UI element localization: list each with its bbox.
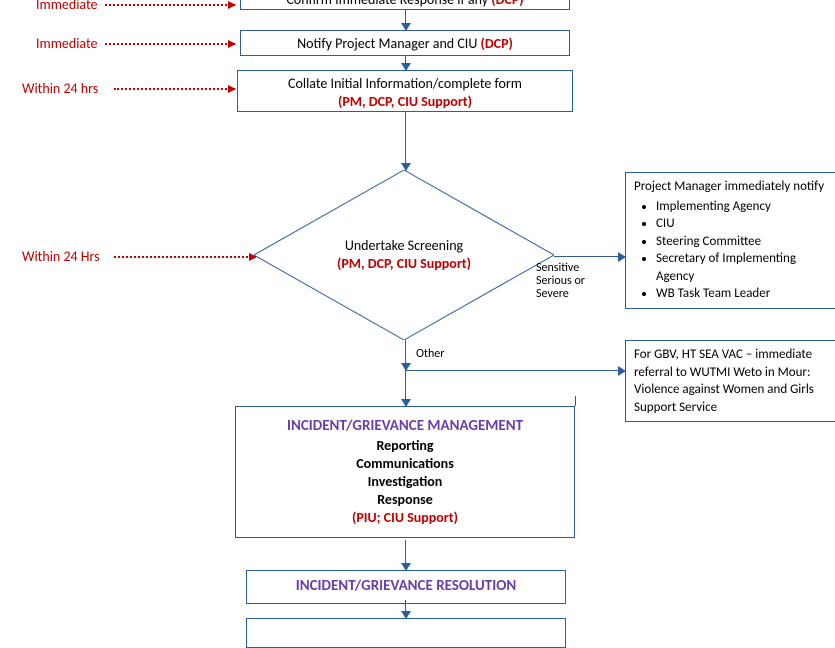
dotted-connector-1 xyxy=(105,4,235,6)
box-incident-management: INCIDENT/GRIEVANCE MANAGEMENT Reporting … xyxy=(235,406,575,538)
arrow-to-gbv xyxy=(583,370,625,371)
timing-label-1: Immediate xyxy=(36,0,98,13)
connector-gbv-down xyxy=(575,396,576,406)
decision-screening: Undertake Screening (PM, DCP, CIU Suppor… xyxy=(254,170,554,340)
arrow-diamond-right xyxy=(554,256,625,257)
mgmt-l3: Investigation xyxy=(246,473,564,491)
sidebox-notify-list: Implementing Agency CIU Steering Committ… xyxy=(634,198,828,303)
box-confirm-response: Confirm Immediate Response if any (DCP) xyxy=(240,0,570,10)
box-notify-pm: Notify Project Manager and CIU (DCP) xyxy=(240,30,570,56)
arrow-1-2 xyxy=(405,10,406,30)
mgmt-l2: Communications xyxy=(246,455,564,473)
mgmt-l1: Reporting xyxy=(246,437,564,455)
edge-label-sensitive: Sensitive Serious or Severe xyxy=(536,262,596,302)
notify-item: Secretary of Implementing Agency xyxy=(656,250,828,285)
box-collate-info: Collate Initial Information/complete for… xyxy=(237,70,573,112)
notify-item: WB Task Team Leader xyxy=(656,285,828,303)
dotted-connector-3 xyxy=(114,88,235,90)
sidebox-notify-header: Project Manager immediately notify xyxy=(634,178,828,196)
resolution-title: INCIDENT/GRIEVANCE RESOLUTION xyxy=(253,577,559,597)
diamond-actor: (PM, DCP, CIU Support) xyxy=(337,255,471,273)
notify-item: CIU xyxy=(656,215,828,233)
sidebox-gbv-text: For GBV, HT SEA VAC – immediate referral… xyxy=(634,347,814,415)
notify-item: Implementing Agency xyxy=(656,198,828,216)
box3-text: Collate Initial Information/complete for… xyxy=(246,75,564,93)
edge-label-other: Other xyxy=(416,348,444,361)
diamond-label: Undertake Screening (PM, DCP, CIU Suppor… xyxy=(254,170,554,340)
box2-text: Notify Project Manager and CIU xyxy=(297,35,480,52)
arrow-diamond-down-seg xyxy=(405,340,406,370)
notify-item: Steering Committee xyxy=(656,233,828,251)
box-incident-resolution: INCIDENT/GRIEVANCE RESOLUTION xyxy=(246,570,566,604)
dotted-connector-4 xyxy=(114,256,256,258)
diamond-line1: Undertake Screening xyxy=(345,237,463,255)
arrow-res-down xyxy=(405,600,406,618)
arrow-mgmt-res xyxy=(405,540,406,570)
arrow-2-3 xyxy=(405,56,406,70)
dotted-connector-2 xyxy=(105,43,235,45)
box1-text: Confirm Immediate Response if any xyxy=(286,0,491,8)
box-next-cut xyxy=(246,618,566,648)
box1-actor: (DCP) xyxy=(491,0,523,8)
sidebox-gbv: For GBV, HT SEA VAC – immediate referral… xyxy=(625,340,835,422)
mgmt-l4: Response xyxy=(246,491,564,509)
mgmt-title: INCIDENT/GRIEVANCE MANAGEMENT xyxy=(246,417,564,437)
arrow-into-mgmt xyxy=(405,370,406,406)
arrow-3-diamond xyxy=(405,112,406,170)
mgmt-actor: (PIU; CIU Support) xyxy=(246,509,564,527)
sidebox-notify: Project Manager immediately notify Imple… xyxy=(625,172,835,309)
timing-label-4: Within 24 Hrs xyxy=(22,248,100,265)
timing-label-3: Within 24 hrs xyxy=(22,80,98,97)
edge-sensitive-text: Sensitive Serious or Severe xyxy=(536,261,585,301)
box3-actor: (PM, DCP, CIU Support) xyxy=(246,93,564,111)
timing-label-2: Immediate xyxy=(36,35,98,52)
box2-actor: (DCP) xyxy=(480,35,512,52)
